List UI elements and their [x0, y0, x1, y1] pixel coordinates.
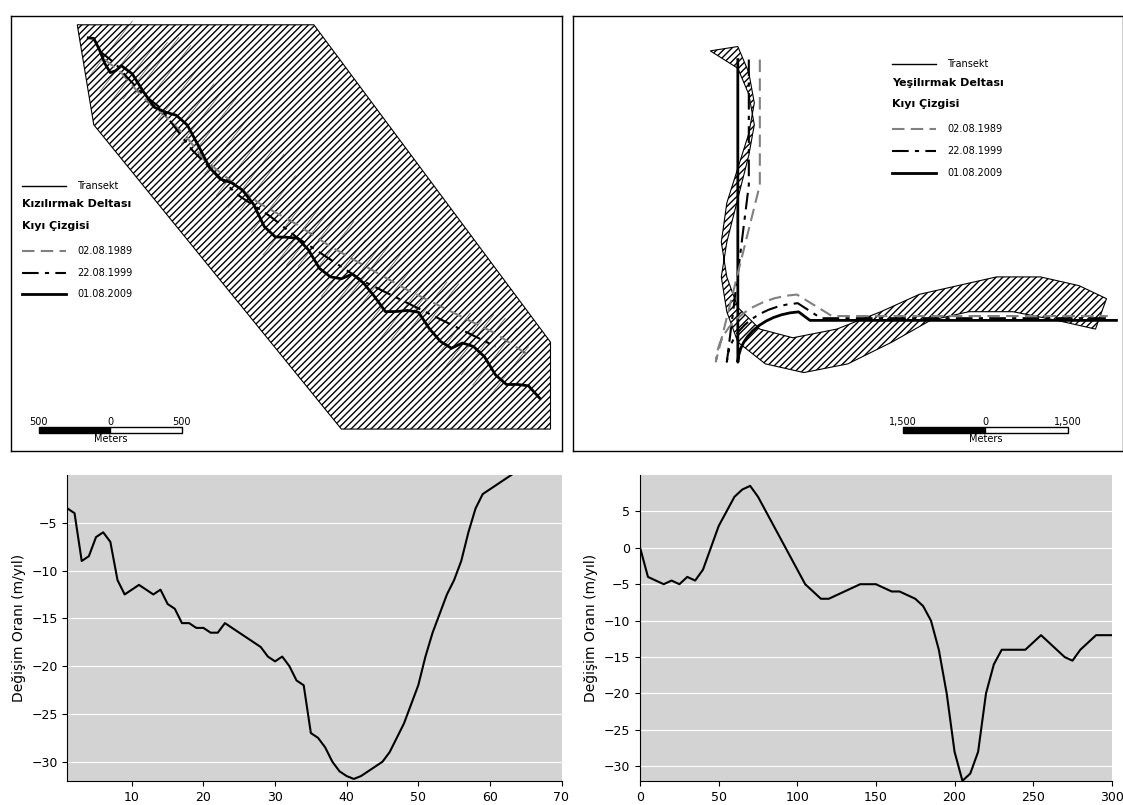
Bar [110, 427, 182, 433]
Text: 22.08.1999: 22.08.1999 [947, 146, 1002, 156]
Text: 02.08.1989: 02.08.1989 [947, 124, 1002, 134]
Y-axis label: Değişim Oranı (m/yıl): Değişim Oranı (m/yıl) [584, 554, 599, 702]
Text: Transekt: Transekt [947, 59, 988, 69]
Text: 500: 500 [29, 417, 48, 427]
Text: Yeşilırmak Deltası: Yeşilırmak Deltası [892, 77, 1004, 88]
Polygon shape [77, 25, 550, 429]
Text: Kıyı Çizgisi: Kıyı Çizgisi [22, 221, 90, 231]
Text: 1,500: 1,500 [1054, 417, 1081, 427]
Text: 0: 0 [107, 417, 113, 427]
Text: 22.08.1999: 22.08.1999 [77, 267, 133, 278]
Text: Transekt: Transekt [77, 180, 119, 191]
Text: 1,500: 1,500 [889, 417, 916, 427]
Text: Meters: Meters [969, 434, 1002, 444]
Text: 01.08.2009: 01.08.2009 [77, 289, 133, 299]
Bar [986, 427, 1068, 433]
Text: 500: 500 [173, 417, 191, 427]
Text: 02.08.1989: 02.08.1989 [77, 246, 133, 256]
Text: 0: 0 [983, 417, 988, 427]
Text: Meters: Meters [93, 434, 127, 444]
Bar [903, 427, 986, 433]
Text: Kıyı Çizgisi: Kıyı Çizgisi [892, 99, 959, 109]
Polygon shape [710, 47, 1106, 373]
Text: 01.08.2009: 01.08.2009 [947, 167, 1002, 178]
Text: Kızılırmak Deltası: Kızılırmak Deltası [22, 200, 131, 209]
Y-axis label: Değişim Oranı (m/yıl): Değişim Oranı (m/yıl) [11, 554, 26, 702]
Bar [38, 427, 110, 433]
